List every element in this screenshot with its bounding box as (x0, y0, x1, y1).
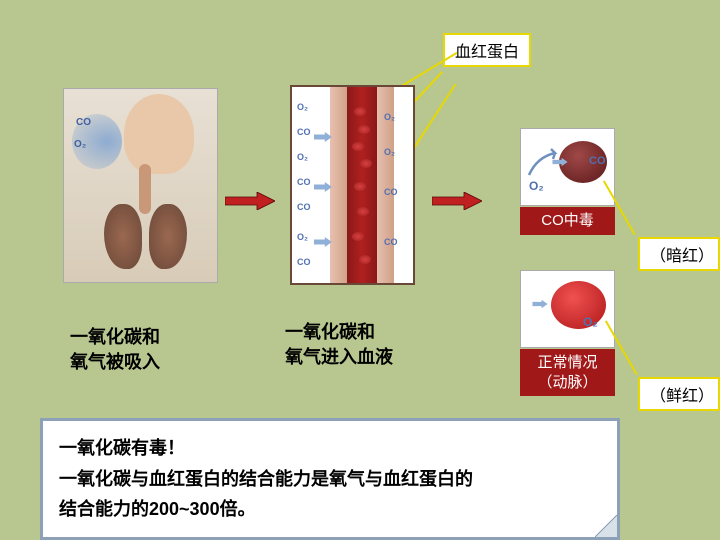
inhale-caption: 一氧化碳和 氧气被吸入 (70, 325, 160, 375)
blood-caption: 一氧化碳和 氧气进入血液 (285, 320, 393, 370)
co-poison-label: CO中毒 (520, 207, 615, 235)
vessel-illustration: O₂ CO O₂ CO CO O₂ CO O₂ O₂ CO CO (290, 85, 415, 285)
co-text: CO (76, 117, 91, 128)
hemoglobin-label: 血红蛋白 (443, 33, 531, 67)
o2-text: O₂ (74, 139, 86, 150)
info-text-box: 一氧化碳有毒！ 一氧化碳与血红蛋白的结合能力是氧气与血红蛋白的 结合能力的200… (40, 418, 620, 540)
flow-arrow-icon (432, 192, 482, 210)
normal-cell-illustration: O₂ (520, 270, 615, 348)
inhale-illustration: CO O₂ (63, 88, 218, 283)
flow-arrow-icon (225, 192, 275, 210)
co-cell-illustration: CO O₂ (520, 128, 615, 206)
dark-red-label: （暗红） (638, 237, 720, 271)
normal-label: 正常情况 （动脉） (520, 349, 615, 396)
bright-red-label: （鲜红） (638, 377, 720, 411)
